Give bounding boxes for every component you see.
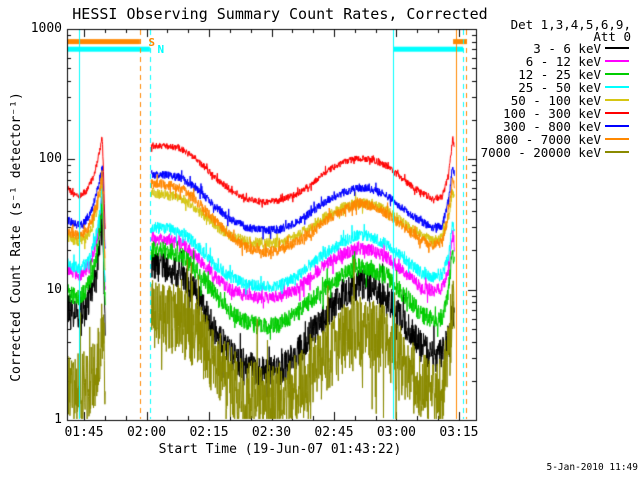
legend-entry-line-sample <box>605 86 629 88</box>
legend-entry-label: 12 - 25 keV <box>518 67 601 82</box>
x-tick-label: 03:15 <box>439 425 479 440</box>
x-axis-label: Start Time (19-Jun-07 01:43:22) <box>158 442 402 457</box>
legend-entry-line-sample <box>605 138 629 140</box>
chart-title: HESSI Observing Summary Count Rates, Cor… <box>72 5 488 23</box>
saa-flag-label: S <box>148 35 155 49</box>
y-tick-label: 100 <box>38 151 62 167</box>
night-flag-label: N <box>157 43 165 57</box>
x-tick-label: 01:45 <box>64 425 104 440</box>
legend-entry-line-sample <box>605 60 629 62</box>
x-tick-label: 02:45 <box>314 425 354 440</box>
legend-header-line: Det 1,3,4,5,6,9, <box>510 17 631 32</box>
legend-entry-line-sample <box>605 99 629 101</box>
legend-entry-label: 25 - 50 keV <box>518 80 601 95</box>
x-tick-label: 03:00 <box>376 425 416 440</box>
legend-entry-label: 300 - 800 keV <box>503 119 601 134</box>
legend-entry-label: 3 - 6 keV <box>533 41 601 56</box>
legend-entry-label: 100 - 300 keV <box>503 106 601 121</box>
plot-timestamp: 5-Jan-2010 11:49 <box>546 462 638 473</box>
x-tick-label: 02:00 <box>126 425 167 440</box>
legend-entry-label: 50 - 100 keV <box>510 93 601 108</box>
legend-entry-label: 800 - 7000 keV <box>495 132 601 147</box>
legend-entry-line-sample <box>605 112 629 114</box>
x-tick-label: 02:30 <box>251 425 292 440</box>
legend-entry-line-sample <box>605 125 629 127</box>
legend-entry-label: 6 - 12 keV <box>525 54 601 69</box>
legend-entry-line-sample <box>605 47 629 49</box>
legend-entry-line-sample <box>605 73 629 75</box>
y-tick-label: 10 <box>46 281 62 297</box>
y-tick-label: 1000 <box>30 21 62 36</box>
x-tick-label: 02:15 <box>189 425 229 440</box>
y-axis-label: Corrected Count Rate (s⁻¹ detector⁻¹) <box>9 92 24 382</box>
legend-entry-label: 7000 - 20000 keV <box>480 145 601 160</box>
legend-entry-line-sample <box>605 151 629 153</box>
y-tick-label: 1 <box>54 412 62 427</box>
legend-header-line: Att 0 <box>593 29 631 44</box>
